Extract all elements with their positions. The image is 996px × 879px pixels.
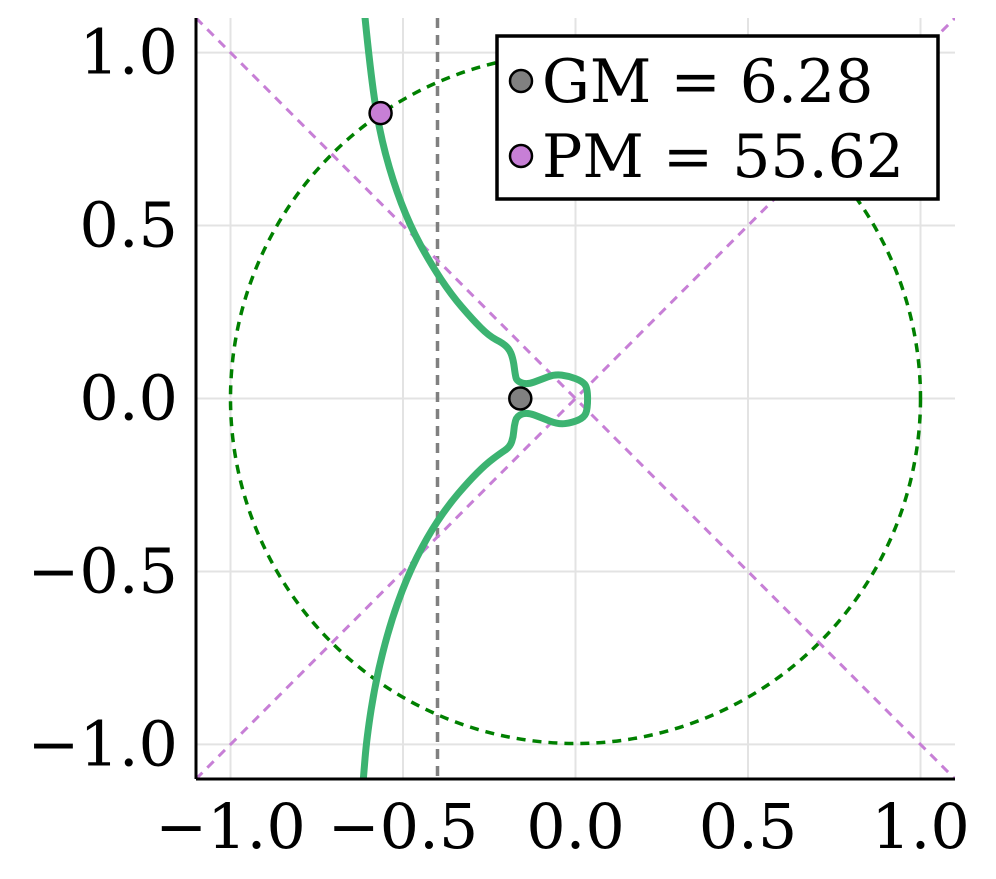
gm-marker [508, 386, 533, 411]
pm-marker [368, 100, 393, 126]
legend-label: PM = 55.62 [542, 122, 904, 192]
series-layer [196, 18, 955, 779]
y-tick-label: −1.0 [27, 707, 178, 780]
legend-box [495, 34, 940, 201]
nyquist-curve [359, 18, 592, 779]
x-tick-label: −1.0 [155, 790, 306, 863]
x-tick-label: 0.5 [699, 790, 798, 863]
legend-marker [508, 143, 534, 169]
x-tick-label: −0.5 [328, 790, 479, 863]
y-tick-label: −0.5 [27, 534, 178, 607]
phase-margin-line [196, 18, 955, 779]
x-tick-label: 1.0 [871, 790, 970, 863]
y-tick-label: 0.5 [79, 189, 178, 262]
y-tick-label: 0.0 [79, 362, 178, 435]
legend-label: GM = 6.28 [542, 47, 873, 117]
x-tick-label: 0.0 [526, 790, 625, 863]
tick-labels: −1.0 −0.5 0.0 0.5 1.0 −1.0 −0.5 0.0 0.5 1.0 [27, 16, 969, 863]
y-tick-label: 1.0 [79, 16, 178, 89]
phase-margin-line [196, 18, 955, 779]
marker-layer [368, 100, 533, 411]
legend-marker [508, 68, 534, 94]
axes [194, 18, 955, 781]
unit-circle [228, 51, 923, 746]
